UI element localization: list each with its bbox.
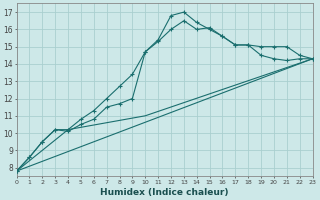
X-axis label: Humidex (Indice chaleur): Humidex (Indice chaleur) <box>100 188 229 197</box>
